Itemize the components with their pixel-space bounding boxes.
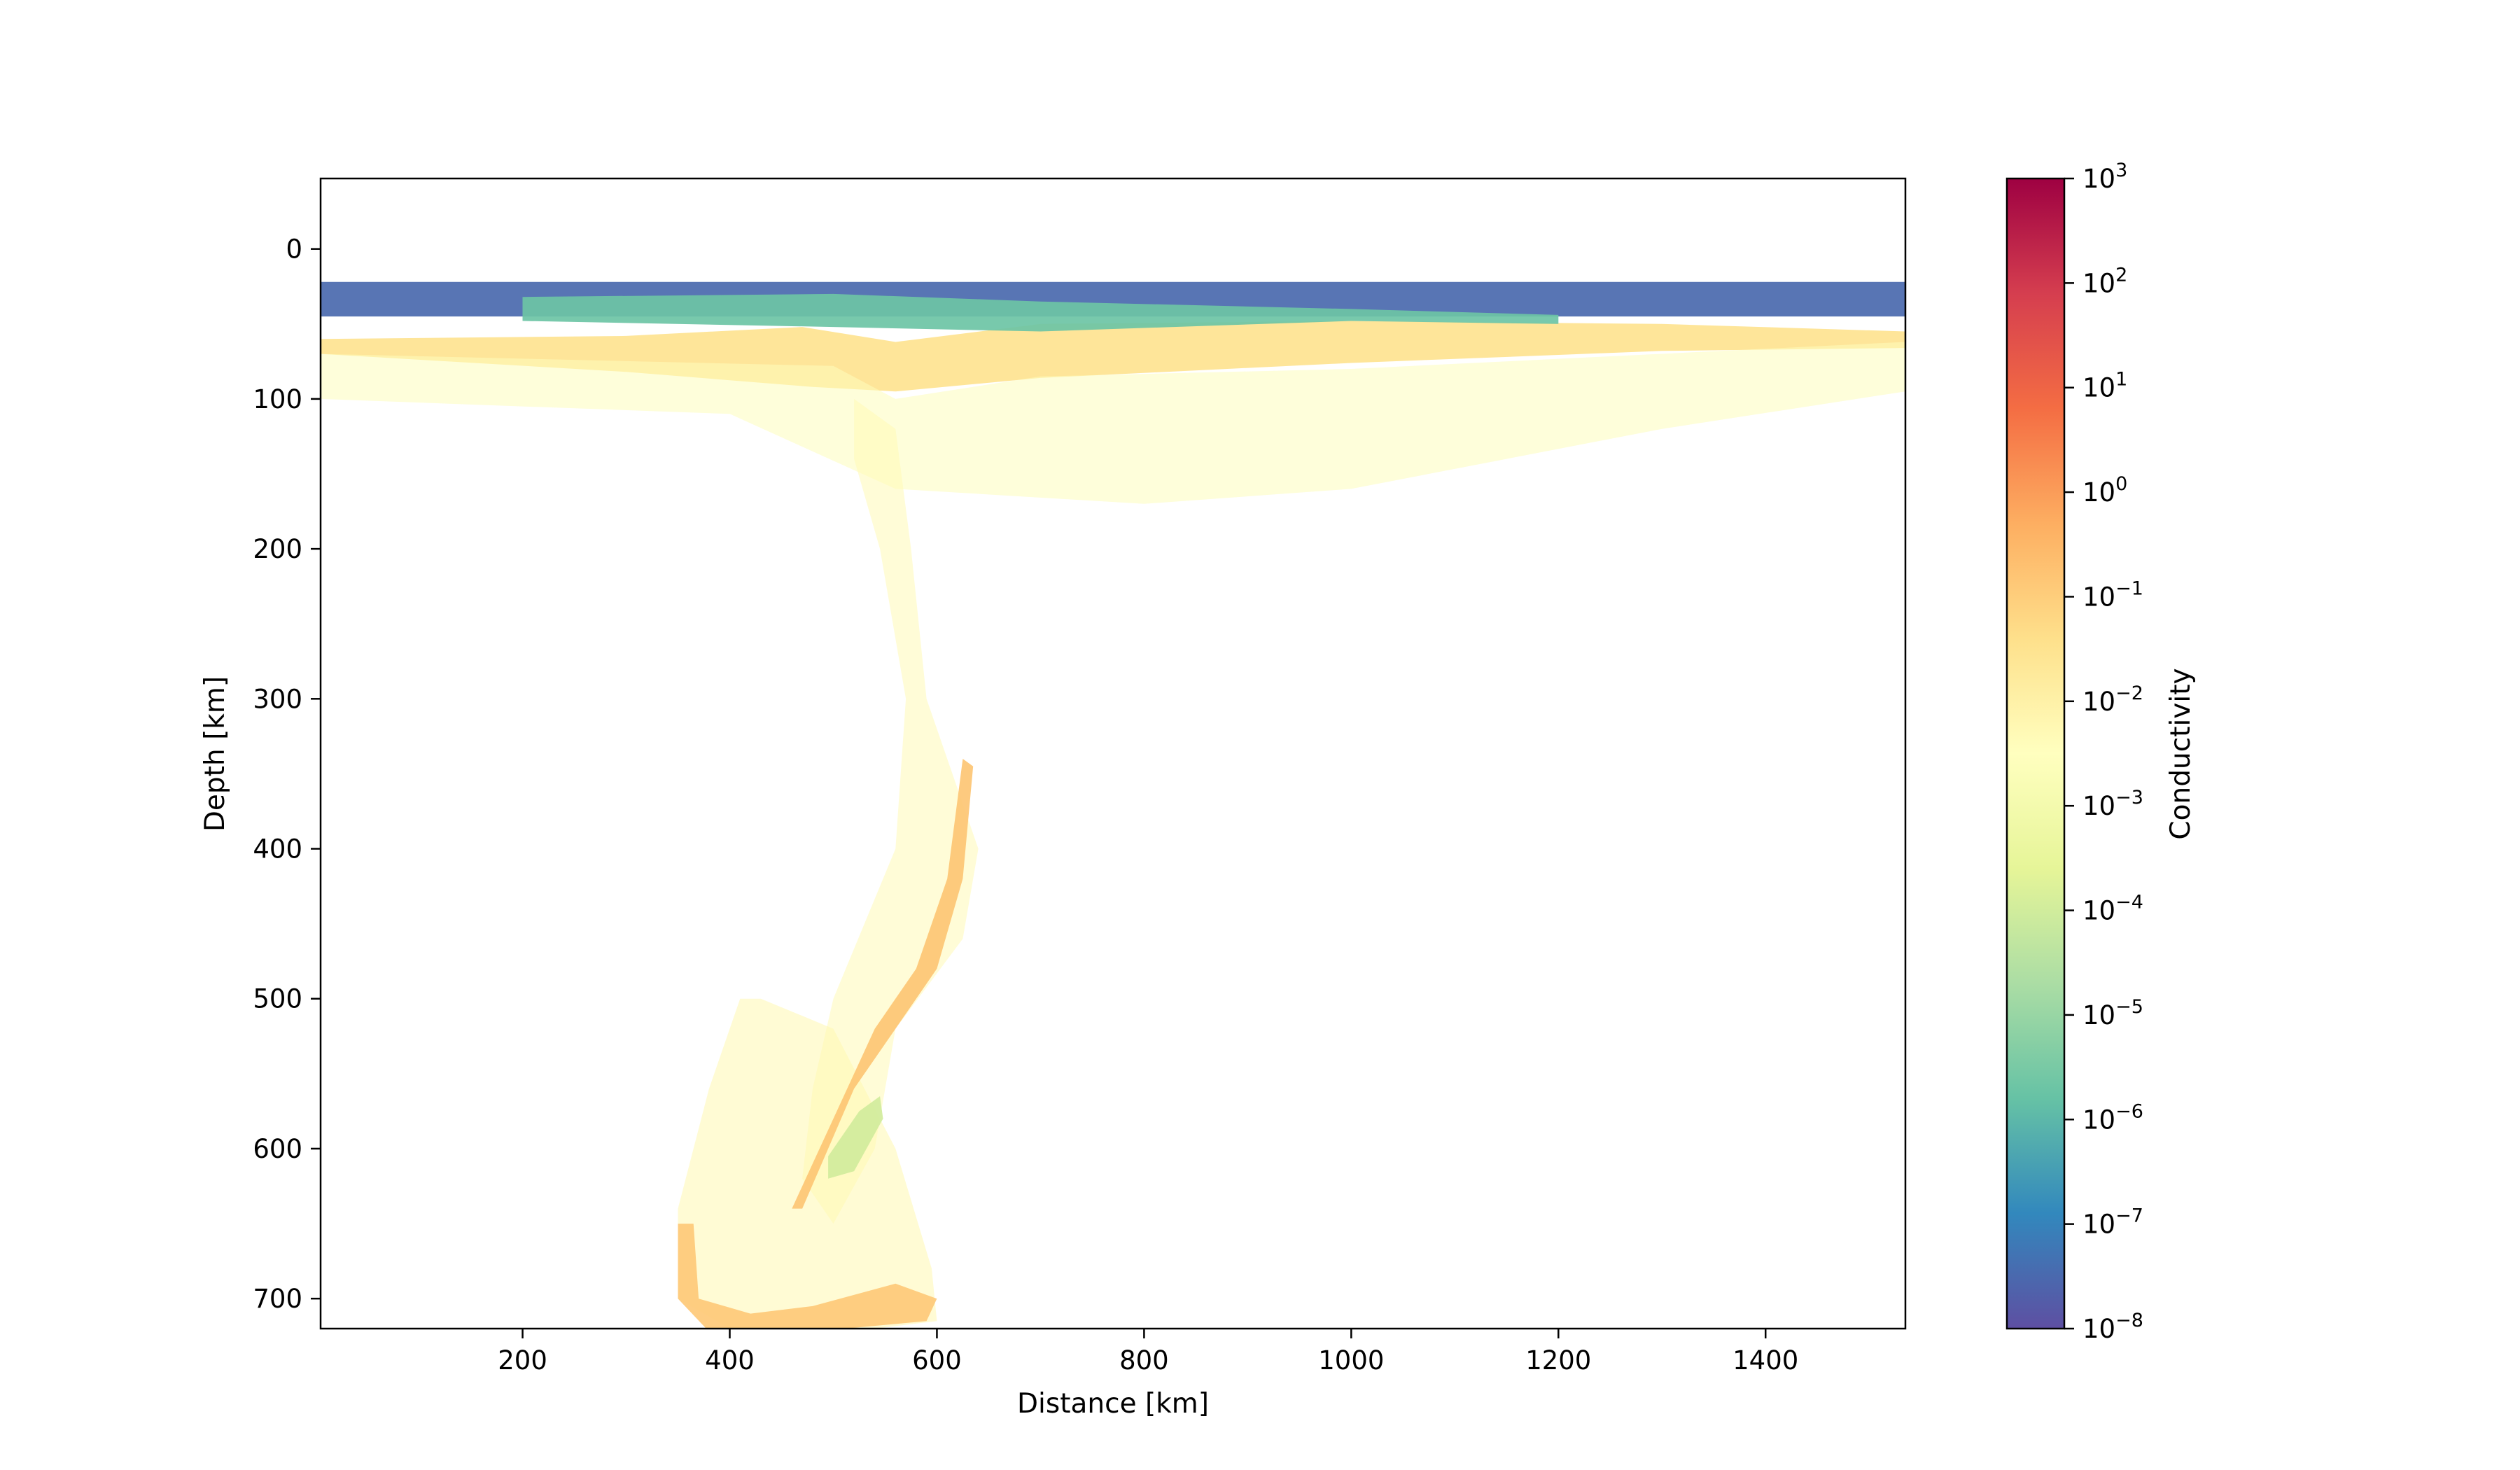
x-tick-label: 1200: [1525, 1345, 1591, 1376]
x-tick-label: 200: [498, 1345, 547, 1376]
x-tick-label: 800: [1119, 1345, 1169, 1376]
colorbar-tick-label: 100: [2082, 473, 2127, 507]
colorbar-tick-label: 10−6: [2082, 1100, 2143, 1135]
colorbar-tick-label: 10−2: [2082, 682, 2143, 717]
colorbar-tick-label: 10−1: [2082, 578, 2143, 612]
y-tick-label: 700: [253, 1284, 302, 1314]
y-axis: 0 100 200 300 400 500 600 700: [253, 234, 321, 1314]
plot-area: [319, 177, 1907, 1330]
colorbar-gradient: [2007, 178, 2064, 1329]
field-region-slab-base-pile: [678, 1224, 937, 1329]
field-region-green-patch: [828, 1096, 883, 1179]
colorbar-tick-label: 10−7: [2082, 1205, 2143, 1240]
x-axis: 200 400 600 800 1000 1200 1400: [498, 1329, 1798, 1376]
y-tick-label: 400: [253, 834, 302, 864]
field-region-upper-mantle-halo: [321, 342, 1905, 504]
x-tick-label: 1400: [1732, 1345, 1798, 1376]
colorbar-tick-label: 10−3: [2082, 787, 2143, 821]
field-region-slab-lower: [678, 998, 937, 1329]
plot-frame: [319, 177, 1907, 1330]
colorbar-label: Conductivity: [2165, 668, 2197, 839]
y-axis-label: Depth [km]: [200, 676, 231, 832]
colorbar-tick-label: 10−5: [2082, 996, 2143, 1030]
conductivity-field: [321, 281, 1905, 1329]
x-axis-label: Distance [km]: [1017, 1388, 1209, 1420]
colorbar-ticks: 10−8 10−7 10−6 10−5 10−4 10−3 10−2 10−1 100 101 10…: [2064, 160, 2143, 1344]
x-tick-label: 600: [912, 1345, 962, 1376]
colorbar-frame: [2005, 177, 2066, 1330]
colorbar-tick-label: 101: [2082, 369, 2127, 403]
y-tick-label: 500: [253, 984, 302, 1014]
colorbar-tick-label: 10−4: [2082, 892, 2143, 926]
colorbar-tick-label: 103: [2082, 160, 2127, 194]
field-region-slab-upper: [802, 398, 979, 1224]
colorbar: 10−8 10−7 10−6 10−5 10−4 10−3 10−2 10−1 100 101 10…: [2005, 160, 2197, 1344]
y-tick-label: 300: [253, 684, 302, 714]
field-region-mid-crust-layer: [522, 293, 1559, 332]
y-tick-label: 600: [253, 1134, 302, 1164]
x-tick-label: 400: [705, 1345, 755, 1376]
colorbar-tick-label: 10−8: [2082, 1310, 2143, 1344]
y-tick-label: 200: [253, 534, 302, 564]
y-tick-label: 100: [253, 384, 302, 414]
x-tick-label: 1000: [1318, 1345, 1384, 1376]
y-tick-label: 0: [286, 234, 302, 265]
colorbar-tick-label: 102: [2082, 264, 2127, 298]
